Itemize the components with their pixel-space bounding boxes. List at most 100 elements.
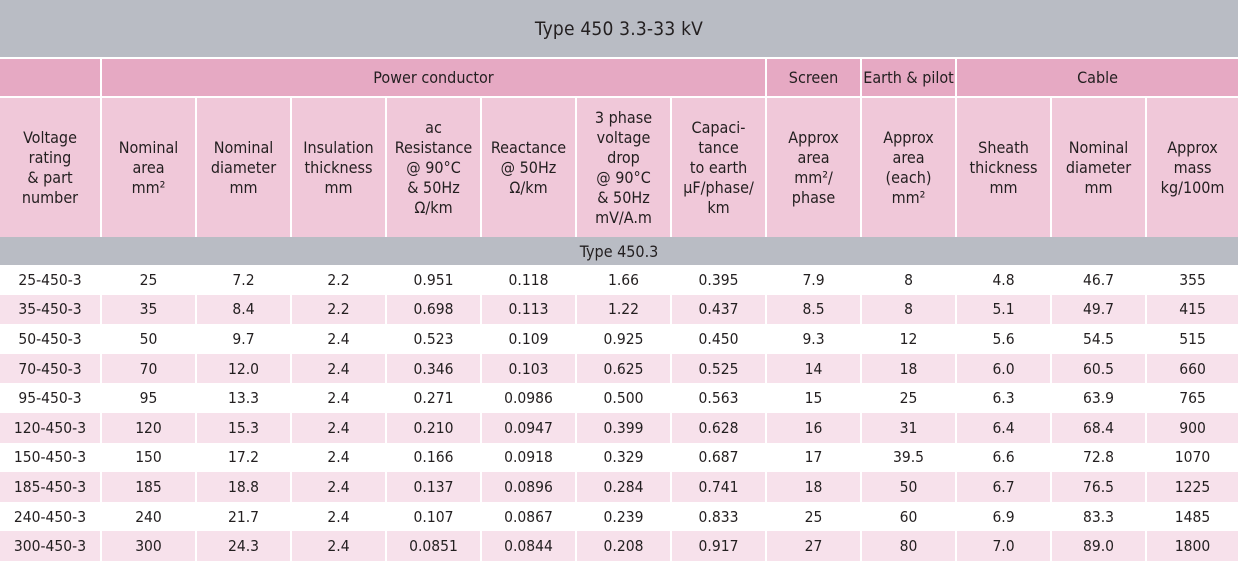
table-cell: 0.109	[480, 324, 576, 354]
table-body: Type 450.3 25-450-3 25 7.2 2.2 0.951 0.118 1.6…	[0, 237, 1238, 561]
table-cell: 0.0851	[385, 531, 481, 561]
column-header-nominal-diameter: Nominal diameter mm	[195, 97, 291, 237]
table-cell: 0.450	[669, 324, 767, 354]
table-cell: 25-450-3	[0, 265, 101, 295]
table-cell: 0.523	[385, 324, 481, 354]
table-cell: 240-450-3	[0, 501, 101, 532]
table-cell: 7.0	[955, 531, 1052, 561]
table-cell: 0.917	[669, 531, 767, 561]
table-cell: 0.833	[669, 501, 767, 532]
table-row: 70-450-3 70 12.0 2.4 0.346 0.103 0.625 0.525 14 1…	[0, 353, 1238, 384]
table-cell: 15	[765, 383, 862, 413]
table-cell: 2.2	[290, 265, 386, 295]
column-header-mass: Approx mass kg/100m	[1145, 97, 1238, 237]
table-cell: 54.5	[1050, 324, 1147, 354]
table-cell: 17.2	[195, 442, 291, 473]
table-cell: 18	[860, 353, 957, 384]
table-cell: 2.4	[290, 412, 386, 443]
table-cell: 150-450-3	[0, 442, 101, 473]
table-cell: 12	[860, 324, 957, 354]
table-cell: 70	[100, 353, 196, 384]
table-cell: 18	[765, 472, 862, 502]
table-cell: 0.741	[669, 472, 767, 502]
table-row: 185-450-3 185 18.8 2.4 0.137 0.0896 0.284 0.741…	[0, 472, 1238, 502]
table-cell: 0.563	[669, 383, 767, 413]
table-cell: 0.210	[385, 412, 481, 443]
section-row: Type 450.3	[0, 237, 1238, 265]
table-cell: 0.271	[385, 383, 481, 413]
table-row: 25-450-3 25 7.2 2.2 0.951 0.118 1.66 0.395 7.9 8 4…	[0, 265, 1238, 295]
column-header-sheath-thickness: Sheath thickness mm	[955, 97, 1052, 237]
group-header-screen: Screen	[765, 57, 862, 98]
table-cell: 7.9	[765, 265, 862, 295]
group-header-cable: Cable	[955, 57, 1238, 98]
table-cell: 0.687	[669, 442, 767, 473]
table-cell: 0.208	[575, 531, 671, 561]
column-header-ac-resistance: ac Resistance @ 90°C & 50Hz Ω/km	[385, 97, 481, 237]
column-header-insulation-thickness: Insulation thickness mm	[290, 97, 386, 237]
column-header-screen-area: Approx area mm²/ phase	[765, 97, 862, 237]
table-cell: 415	[1145, 294, 1238, 325]
table-cell: 25	[860, 383, 957, 413]
table-cell: 6.7	[955, 472, 1052, 502]
table-cell: 0.951	[385, 265, 481, 295]
table-cell: 2.4	[290, 531, 386, 561]
table-cell: 68.4	[1050, 412, 1147, 443]
table-cell: 900	[1145, 412, 1238, 443]
table-cell: 39.5	[860, 442, 957, 473]
table-cell: 2.4	[290, 324, 386, 354]
table-cell: 4.8	[955, 265, 1052, 295]
table-cell: 0.698	[385, 294, 481, 325]
table-cell: 70-450-3	[0, 353, 101, 384]
table-cell: 9.7	[195, 324, 291, 354]
column-header-nominal-area: Nominal area mm²	[100, 97, 196, 237]
table-cell: 8.5	[765, 294, 862, 325]
table-cell: 0.107	[385, 501, 481, 532]
table-cell: 0.0844	[480, 531, 576, 561]
table-cell: 16	[765, 412, 862, 443]
column-header-voltage-rating: Voltage rating & part number	[0, 97, 101, 237]
table-title: Type 450 3.3-33 kV	[0, 0, 1238, 57]
table-cell: 0.137	[385, 472, 481, 502]
table-cell: 80	[860, 531, 957, 561]
table-cell: 185	[100, 472, 196, 502]
table-cell: 0.0986	[480, 383, 576, 413]
table-cell: 35	[100, 294, 196, 325]
column-header-voltage-drop: 3 phase voltage drop @ 90°C & 50Hz mV/A.…	[575, 97, 671, 237]
table-cell: 0.625	[575, 353, 671, 384]
group-header-row: Power conductor Screen Earth & pilot Cab…	[0, 57, 1238, 98]
table-row: 120-450-3 120 15.3 2.4 0.210 0.0947 0.399 0.628…	[0, 412, 1238, 443]
table-row: 240-450-3 240 21.7 2.4 0.107 0.0867 0.239 0.833…	[0, 501, 1238, 532]
table-cell: 2.4	[290, 353, 386, 384]
table-cell: 0.118	[480, 265, 576, 295]
table-cell: 95	[100, 383, 196, 413]
table-cell: 0.346	[385, 353, 481, 384]
table-cell: 0.0867	[480, 501, 576, 532]
table-cell: 63.9	[1050, 383, 1147, 413]
table-cell: 0.113	[480, 294, 576, 325]
table-cell: 49.7	[1050, 294, 1147, 325]
table-cell: 0.525	[669, 353, 767, 384]
table-cell: 2.4	[290, 383, 386, 413]
table-cell: 1800	[1145, 531, 1238, 561]
group-header-blank	[0, 57, 101, 98]
table-cell: 300	[100, 531, 196, 561]
section-label: Type 450.3	[0, 237, 1238, 265]
table-cell: 0.399	[575, 412, 671, 443]
table-cell: 50	[100, 324, 196, 354]
table-cell: 300-450-3	[0, 531, 101, 561]
table-cell: 9.3	[765, 324, 862, 354]
table-cell: 8	[860, 265, 957, 295]
table-cell: 1070	[1145, 442, 1238, 473]
table-cell: 5.6	[955, 324, 1052, 354]
table-cell: 0.437	[669, 294, 767, 325]
table-cell: 2.4	[290, 501, 386, 532]
table-cell: 0.166	[385, 442, 481, 473]
table-cell: 83.3	[1050, 501, 1147, 532]
table-cell: 7.2	[195, 265, 291, 295]
table-cell: 25	[765, 501, 862, 532]
table-cell: 765	[1145, 383, 1238, 413]
table-row: 35-450-3 35 8.4 2.2 0.698 0.113 1.22 0.437 8.5 8 5…	[0, 294, 1238, 325]
table-cell: 95-450-3	[0, 383, 101, 413]
table-cell: 31	[860, 412, 957, 443]
